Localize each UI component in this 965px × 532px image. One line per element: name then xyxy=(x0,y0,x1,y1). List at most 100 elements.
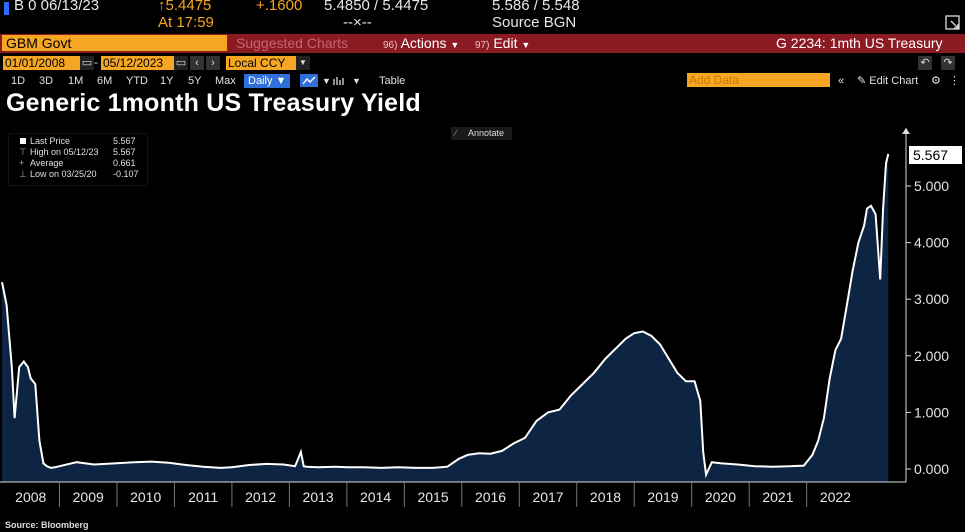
low-marker-icon: ⊥ xyxy=(19,169,27,179)
edit-chart-button[interactable]: ✎ Edit Chart xyxy=(857,75,919,87)
period-6m[interactable]: 6M xyxy=(97,75,113,87)
legend-value: 5.567 xyxy=(113,147,136,157)
annotate-label: Annotate xyxy=(468,128,505,138)
source-label: Source: Bloomberg xyxy=(5,520,89,530)
add-data-input[interactable]: Add Data xyxy=(687,73,830,87)
high-marker-icon: ⊤ xyxy=(19,147,27,157)
y-tick-label: 2.000 xyxy=(914,348,949,364)
legend-value: 0.661 xyxy=(113,158,136,168)
x-tick-label: 2015 xyxy=(417,489,448,505)
chart-title: Generic 1month US Treasury Yield xyxy=(6,89,421,117)
legend-label: Low on 03/25/20 xyxy=(30,169,97,179)
series-line[interactable] xyxy=(1,153,890,479)
suggested-charts-label: Suggested Charts xyxy=(236,35,349,51)
series-area xyxy=(2,153,889,482)
x-tick-label: 2020 xyxy=(705,489,736,505)
x-tick-label: 2009 xyxy=(73,489,104,505)
edit-menu[interactable]: 97) Edit ▼ xyxy=(475,35,530,54)
x-tick-label: 2008 xyxy=(15,489,46,505)
y-tick-label: 5.000 xyxy=(914,178,949,194)
ticker-marker-icon xyxy=(4,2,9,15)
gear-icon[interactable]: ⚙ xyxy=(931,75,941,87)
x-tick-label: 2013 xyxy=(303,489,334,505)
security-field[interactable]: GBM Govt xyxy=(2,35,227,51)
actions-menu[interactable]: 96) Actions ▼ xyxy=(383,35,459,54)
popout-icon[interactable] xyxy=(945,15,961,31)
y-tick-label: 4.000 xyxy=(914,235,949,251)
function-bar: GBM Govt Suggested Charts 96) Actions ▼ … xyxy=(0,34,965,53)
chevron-down-icon[interactable]: ▼ xyxy=(296,56,310,70)
bar-chart-icon[interactable] xyxy=(332,75,346,86)
chevron-down-icon[interactable]: ▼ xyxy=(352,76,361,86)
actions-number: 96) xyxy=(383,40,398,51)
frequency-select[interactable]: Daily ▼ xyxy=(244,74,291,88)
suggested-charts-button[interactable]: Suggested Charts xyxy=(236,35,348,52)
date-controls: 01/01/2008 ▭ - 05/12/2023 ▭ ‹ › Local CC… xyxy=(0,55,965,72)
period-5y[interactable]: 5Y xyxy=(188,75,202,87)
end-date-field[interactable]: 05/12/2023 xyxy=(101,56,174,70)
edit-label: Edit xyxy=(493,35,518,51)
x-tick-label: 2012 xyxy=(245,489,276,505)
last-value-tag: 5.567 xyxy=(909,146,962,164)
line-chart-icon[interactable] xyxy=(300,74,318,87)
y-tick-label: 1.000 xyxy=(914,404,949,420)
yield-chart[interactable]: 0.000 1.000 2.000 3.000 4.000 5.000 2008 2009 20… xyxy=(0,124,965,520)
price-change: +.1600 xyxy=(256,0,303,14)
y-tick-label: 3.000 xyxy=(914,291,949,307)
x-tick-label: 2022 xyxy=(820,489,851,505)
last-price: ↑5.4475 xyxy=(158,0,212,14)
legend-value: 5.567 xyxy=(113,136,136,146)
x-tick-label: 2016 xyxy=(475,489,506,505)
chart-function-title: G 2234: 1mth US Treasury xyxy=(776,35,943,51)
quote-mid: --×-- xyxy=(343,14,372,31)
table-button[interactable]: Table xyxy=(379,75,406,87)
quote-ticker: B 0 06/13/23 xyxy=(14,0,100,14)
legend-label: Average xyxy=(30,158,64,168)
chart-legend[interactable]: Last Price 5.567 ⊤ High on 05/12/23 5.56… xyxy=(8,133,148,186)
chevron-down-icon: ▼ xyxy=(450,40,460,50)
edit-chart-label: Edit Chart xyxy=(869,75,919,87)
chevron-down-icon[interactable]: ▼ xyxy=(322,76,331,86)
collapse-icon[interactable]: « xyxy=(838,75,845,87)
period-3d[interactable]: 3D xyxy=(39,75,54,87)
calendar-icon[interactable]: ▭ xyxy=(80,56,94,70)
bid-ask: 5.4850 / 5.4475 xyxy=(324,0,429,14)
period-1m[interactable]: 1M xyxy=(68,75,84,87)
y-axis-arrow-icon xyxy=(902,128,910,134)
undo-icon[interactable]: ↶ xyxy=(918,56,932,70)
x-tick-label: 2010 xyxy=(130,489,161,505)
calendar-icon[interactable]: ▭ xyxy=(174,56,188,70)
start-date-field[interactable]: 01/01/2008 xyxy=(3,56,80,70)
period-ytd[interactable]: YTD xyxy=(126,75,148,87)
legend-square-icon xyxy=(20,138,26,144)
quote-time: At 17:59 xyxy=(158,14,214,31)
legend-label: Last Price xyxy=(30,136,71,146)
chevron-down-icon: ▼ xyxy=(521,40,531,50)
x-tick-label: 2017 xyxy=(532,489,563,505)
annotate-button[interactable]: ∕ Annotate xyxy=(451,127,512,140)
period-1d[interactable]: 1D xyxy=(11,75,26,87)
x-tick-label: 2018 xyxy=(590,489,621,505)
quote-header: B 0 06/13/23 ↑5.4475 +.1600 5.4850 / 5.4… xyxy=(0,0,965,34)
pencil-icon: ∕ xyxy=(455,128,457,138)
legend-label: High on 05/12/23 xyxy=(30,147,99,157)
x-tick-label: 2021 xyxy=(762,489,793,505)
redo-icon[interactable]: ↷ xyxy=(941,56,955,70)
x-tick-label: 2019 xyxy=(647,489,678,505)
average-marker-icon: + xyxy=(19,158,25,168)
arrow-left-icon[interactable]: ‹ xyxy=(190,56,204,70)
frequency-label: Daily xyxy=(248,75,273,87)
high-low: 5.586 / 5.548 xyxy=(492,0,580,14)
date-separator: - xyxy=(94,55,98,69)
more-icon[interactable]: ⋮ xyxy=(949,75,960,87)
currency-select[interactable]: Local CCY xyxy=(226,56,296,70)
period-toolbar: 1D 3D 1M 6M YTD 1Y 5Y Max Daily ▼ ▼ ▼ Ta… xyxy=(0,72,965,89)
arrow-right-icon[interactable]: › xyxy=(206,56,220,70)
x-tick-label: 2011 xyxy=(188,489,218,505)
quote-source: Source BGN xyxy=(492,14,577,31)
edit-number: 97) xyxy=(475,40,490,51)
period-max[interactable]: Max xyxy=(215,75,236,87)
y-tick-label: 0.000 xyxy=(914,461,949,477)
actions-label: Actions xyxy=(400,35,447,51)
period-1y[interactable]: 1Y xyxy=(160,75,174,87)
